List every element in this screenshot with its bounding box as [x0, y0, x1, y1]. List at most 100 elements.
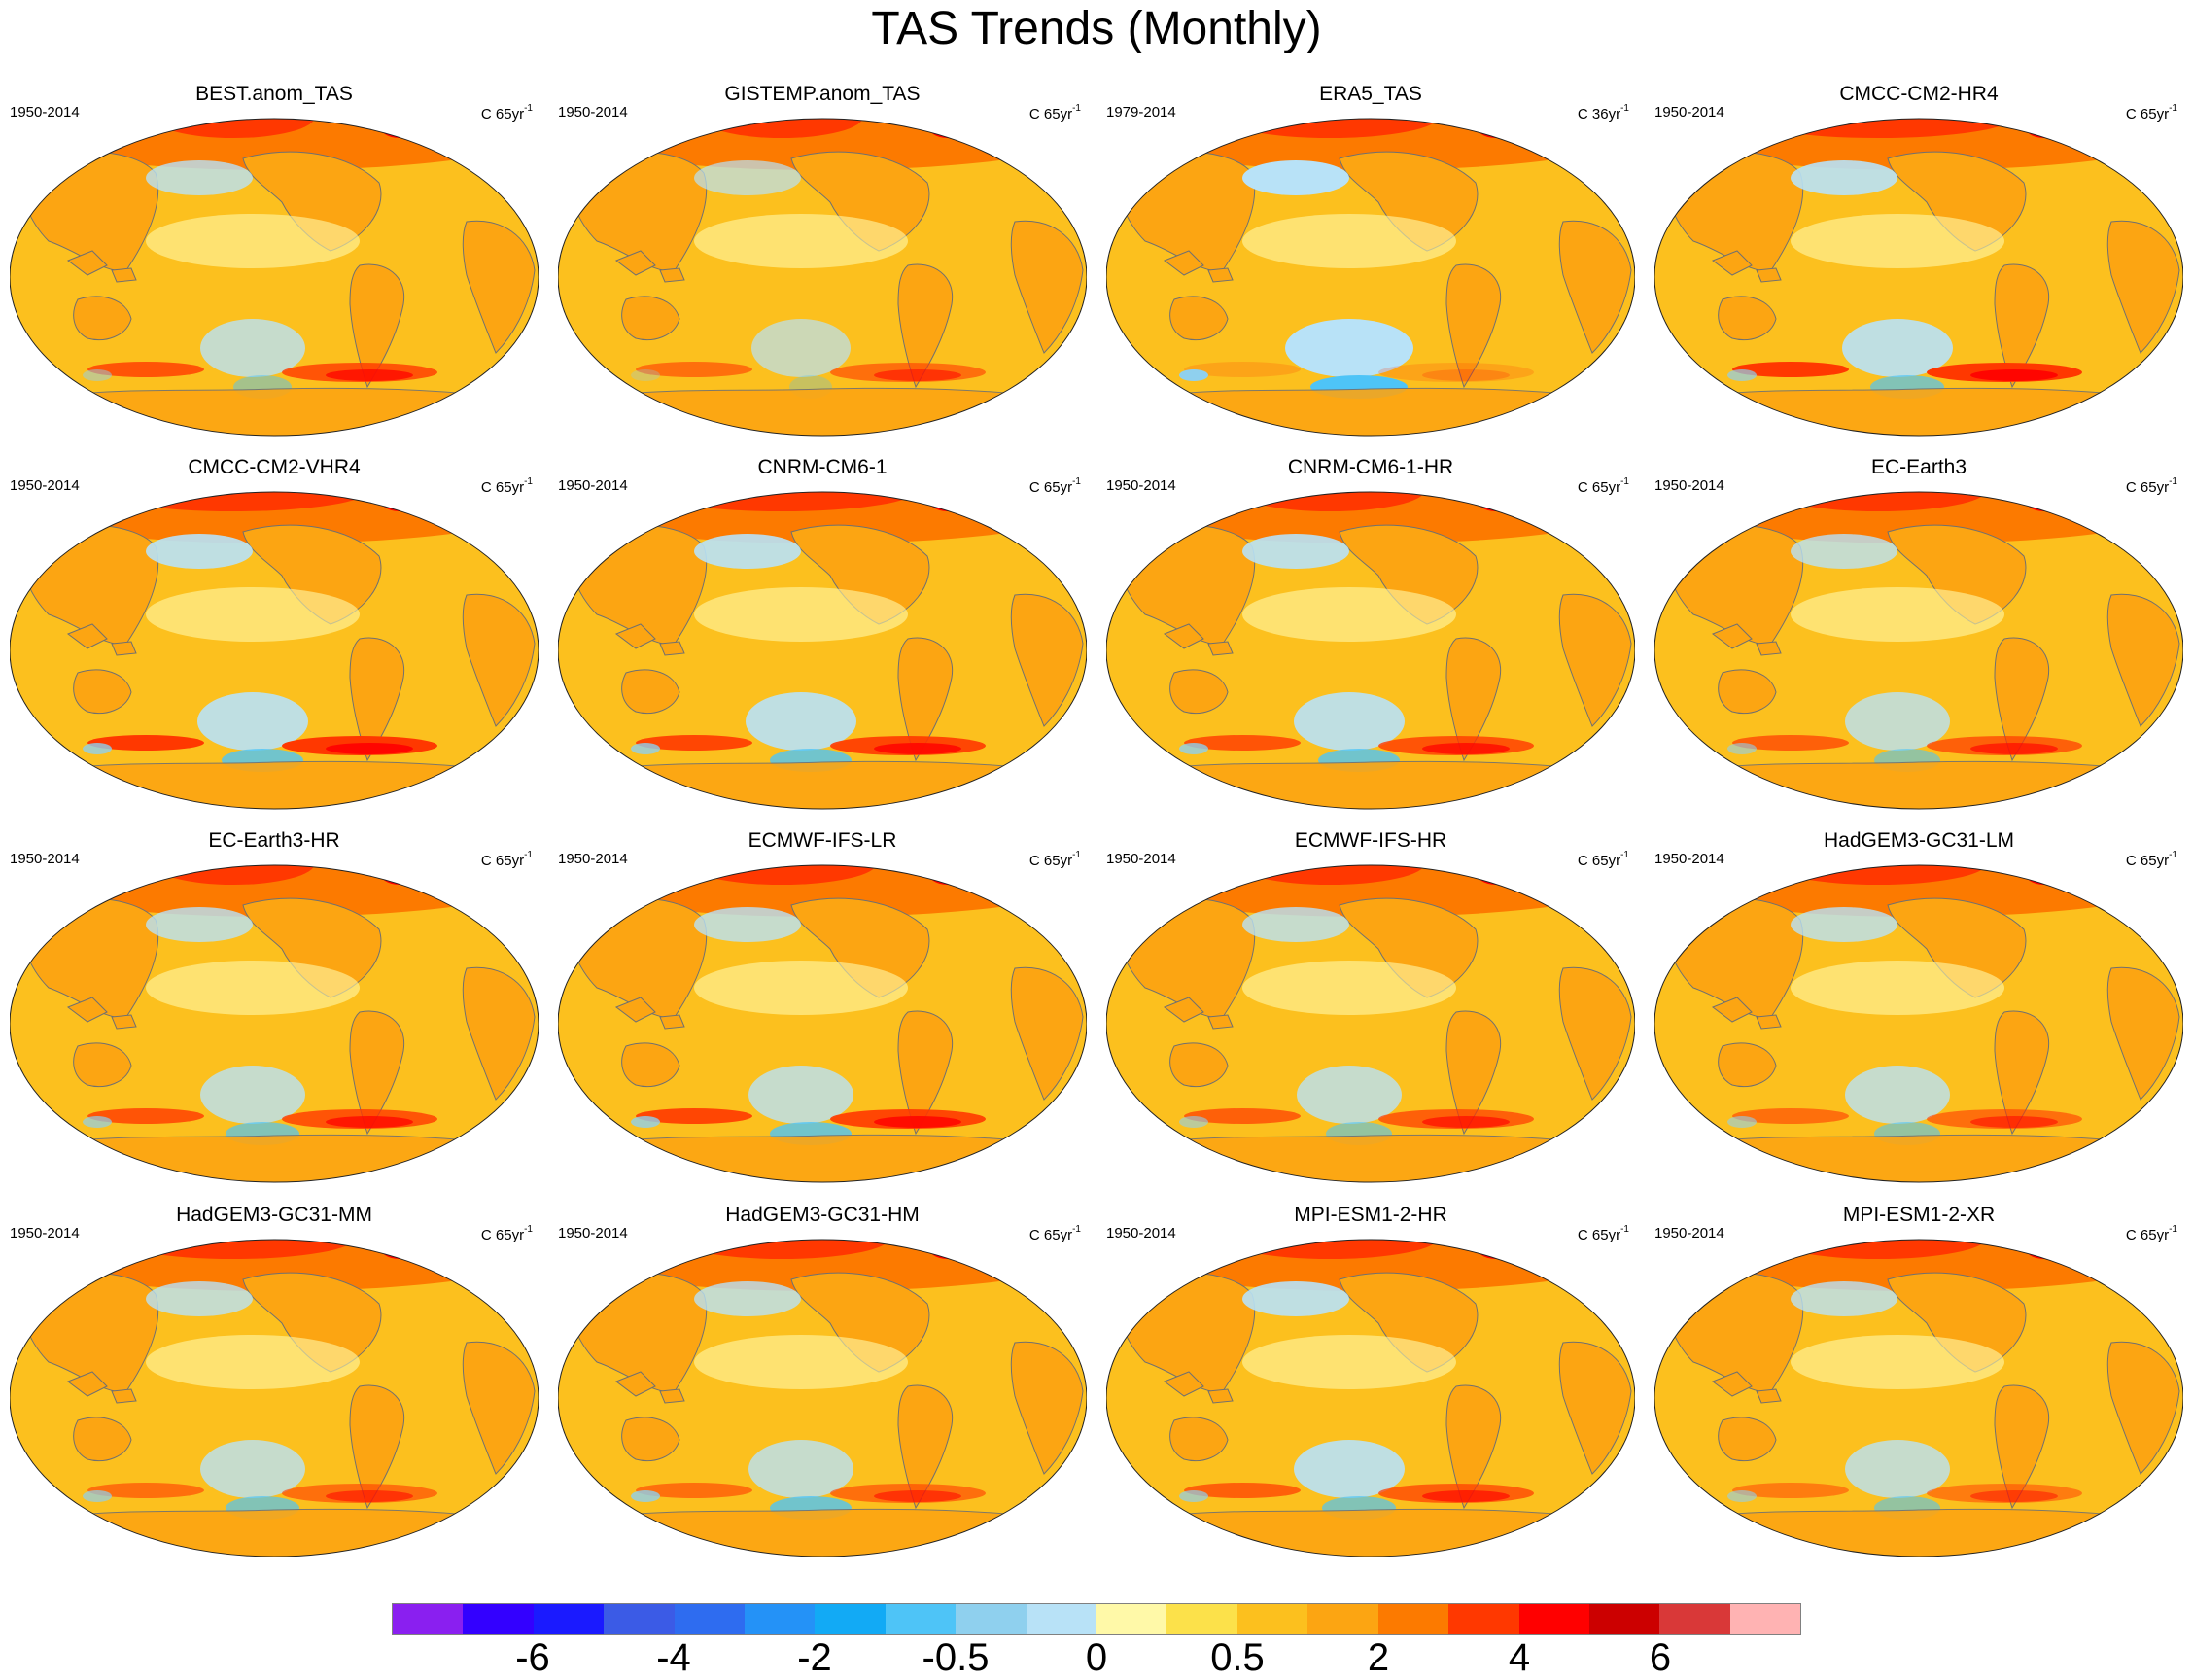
- world-map: [1106, 1239, 1635, 1558]
- panel-units: C 65yr-1: [2126, 1222, 2177, 1245]
- colorbar-tick-label: 0: [1085, 1636, 1108, 1679]
- colorbar-swatch: [393, 1604, 464, 1634]
- world-map: [1106, 491, 1635, 810]
- colorbar-swatch: [1307, 1604, 1378, 1634]
- panel-period: 1950-2014: [558, 851, 628, 867]
- map-panel: HadGEM3-GC31-MM 1950-2014 C 65yr-1: [0, 1202, 548, 1576]
- panel-units-text: C 65yr: [1028, 106, 1073, 122]
- colorbar-tick-label: 0.5: [1210, 1636, 1265, 1679]
- colorbar-swatch: [533, 1604, 605, 1634]
- panel-units: C 65yr-1: [481, 474, 533, 498]
- panel-units-text: C 65yr: [2125, 853, 2170, 869]
- panel-units-exponent: -1: [1072, 1224, 1081, 1235]
- panel-units: C 65yr-1: [2126, 848, 2177, 871]
- world-map: [10, 491, 539, 810]
- panel-units-text: C 65yr: [2125, 1227, 2170, 1243]
- panel-units-text: C 65yr: [1028, 853, 1073, 869]
- panel-units-text: C 65yr: [1028, 1227, 1073, 1243]
- panel-units: C 65yr-1: [1578, 848, 1629, 871]
- panel-period: 1950-2014: [1106, 851, 1176, 867]
- panel-units-exponent: -1: [2169, 850, 2177, 860]
- panel-title: HadGEM3-GC31-HM: [725, 1204, 920, 1226]
- panel-units-exponent: -1: [1620, 1224, 1629, 1235]
- colorbar-swatch: [956, 1604, 1027, 1634]
- panel-units-exponent: -1: [524, 476, 533, 487]
- panel-units: C 65yr-1: [481, 101, 533, 124]
- panel-units: C 65yr-1: [1029, 1222, 1081, 1245]
- colorbar-tick-label: -0.5: [922, 1636, 990, 1679]
- panel-title: EC-Earth3: [1870, 456, 1967, 478]
- world-map: [558, 118, 1087, 437]
- colorbar-swatch: [674, 1604, 746, 1634]
- panel-units: C 65yr-1: [2126, 101, 2177, 124]
- panel-units-exponent: -1: [1620, 476, 1629, 487]
- panel-units-text: C 65yr: [480, 479, 525, 496]
- colorbar-swatch: [1518, 1604, 1589, 1634]
- panel-units: C 65yr-1: [1578, 474, 1629, 498]
- colorbar-swatch: [745, 1604, 816, 1634]
- map-panel: GISTEMP.anom_TAS 1950-2014 C 65yr-1: [548, 81, 1096, 455]
- colorbar-swatch: [1448, 1604, 1519, 1634]
- map-panel: CMCC-CM2-HR4 1950-2014 C 65yr-1: [1645, 81, 2193, 455]
- panel-units: C 65yr-1: [2126, 474, 2177, 498]
- colorbar-swatch: [885, 1604, 957, 1634]
- panel-units-exponent: -1: [2169, 1224, 2177, 1235]
- panel-units-text: C 65yr: [1028, 479, 1073, 496]
- panel-period: 1950-2014: [10, 1225, 80, 1242]
- panel-units-text: C 65yr: [480, 106, 525, 122]
- panel-units-exponent: -1: [524, 103, 533, 114]
- panel-period: 1950-2014: [1106, 477, 1176, 494]
- world-map: [558, 1239, 1087, 1558]
- colorbar-tick-label: 6: [1649, 1636, 1672, 1679]
- panel-units: C 65yr-1: [481, 848, 533, 871]
- colorbar-swatch: [463, 1604, 534, 1634]
- map-panel: CMCC-CM2-VHR4 1950-2014 C 65yr-1: [0, 454, 548, 828]
- panel-period: 1950-2014: [1106, 1225, 1176, 1242]
- panel-period: 1950-2014: [1654, 851, 1724, 867]
- panel-title: EC-Earth3-HR: [208, 829, 340, 852]
- world-map: [558, 491, 1087, 810]
- panel-title: HadGEM3-GC31-LM: [1823, 829, 2015, 852]
- world-map: [1106, 118, 1635, 437]
- panel-title: CMCC-CM2-VHR4: [188, 456, 361, 478]
- world-map: [1654, 1239, 2183, 1558]
- colorbar-swatch: [1377, 1604, 1449, 1634]
- panel-units-exponent: -1: [1620, 103, 1629, 114]
- panel-units-exponent: -1: [2169, 476, 2177, 487]
- panel-title: CMCC-CM2-HR4: [1839, 83, 1999, 105]
- figure-title: TAS Trends (Monthly): [871, 3, 1322, 54]
- colorbar-swatch: [1166, 1604, 1237, 1634]
- panel-period: 1979-2014: [1106, 104, 1176, 121]
- panel-period: 1950-2014: [1654, 104, 1724, 121]
- colorbar-swatch: [1096, 1604, 1167, 1634]
- panel-units-exponent: -1: [2169, 103, 2177, 114]
- panel-units-text: C 65yr: [480, 853, 525, 869]
- panel-units-exponent: -1: [1620, 850, 1629, 860]
- panel-units-text: C 36yr: [1577, 106, 1621, 122]
- panel-title: MPI-ESM1-2-XR: [1842, 1204, 1996, 1226]
- world-map: [558, 864, 1087, 1183]
- panel-units-exponent: -1: [1072, 103, 1081, 114]
- panel-units: C 65yr-1: [1029, 848, 1081, 871]
- panel-title: ECMWF-IFS-LR: [748, 829, 897, 852]
- map-panel: HadGEM3-GC31-LM 1950-2014 C 65yr-1: [1645, 827, 2193, 1202]
- map-panel: EC-Earth3-HR 1950-2014 C 65yr-1: [0, 827, 548, 1202]
- colorbar-swatch: [604, 1604, 675, 1634]
- colorbar-swatch: [1659, 1604, 1730, 1634]
- panel-units-exponent: -1: [524, 1224, 533, 1235]
- panel-title: BEST.anom_TAS: [195, 83, 353, 105]
- panel-units: C 65yr-1: [481, 1222, 533, 1245]
- panel-units-text: C 65yr: [2125, 106, 2170, 122]
- colorbar-swatch: [1026, 1604, 1097, 1634]
- panel-units-exponent: -1: [1072, 850, 1081, 860]
- world-map: [1654, 118, 2183, 437]
- panel-units-text: C 65yr: [1577, 479, 1621, 496]
- map-panel: ECMWF-IFS-LR 1950-2014 C 65yr-1: [548, 827, 1096, 1202]
- panel-period: 1950-2014: [558, 477, 628, 494]
- panel-period: 1950-2014: [558, 104, 628, 121]
- map-panel: CNRM-CM6-1-HR 1950-2014 C 65yr-1: [1096, 454, 1645, 828]
- panel-units-text: C 65yr: [480, 1227, 525, 1243]
- world-map: [1654, 491, 2183, 810]
- panel-units-text: C 65yr: [1577, 853, 1621, 869]
- world-map: [1106, 864, 1635, 1183]
